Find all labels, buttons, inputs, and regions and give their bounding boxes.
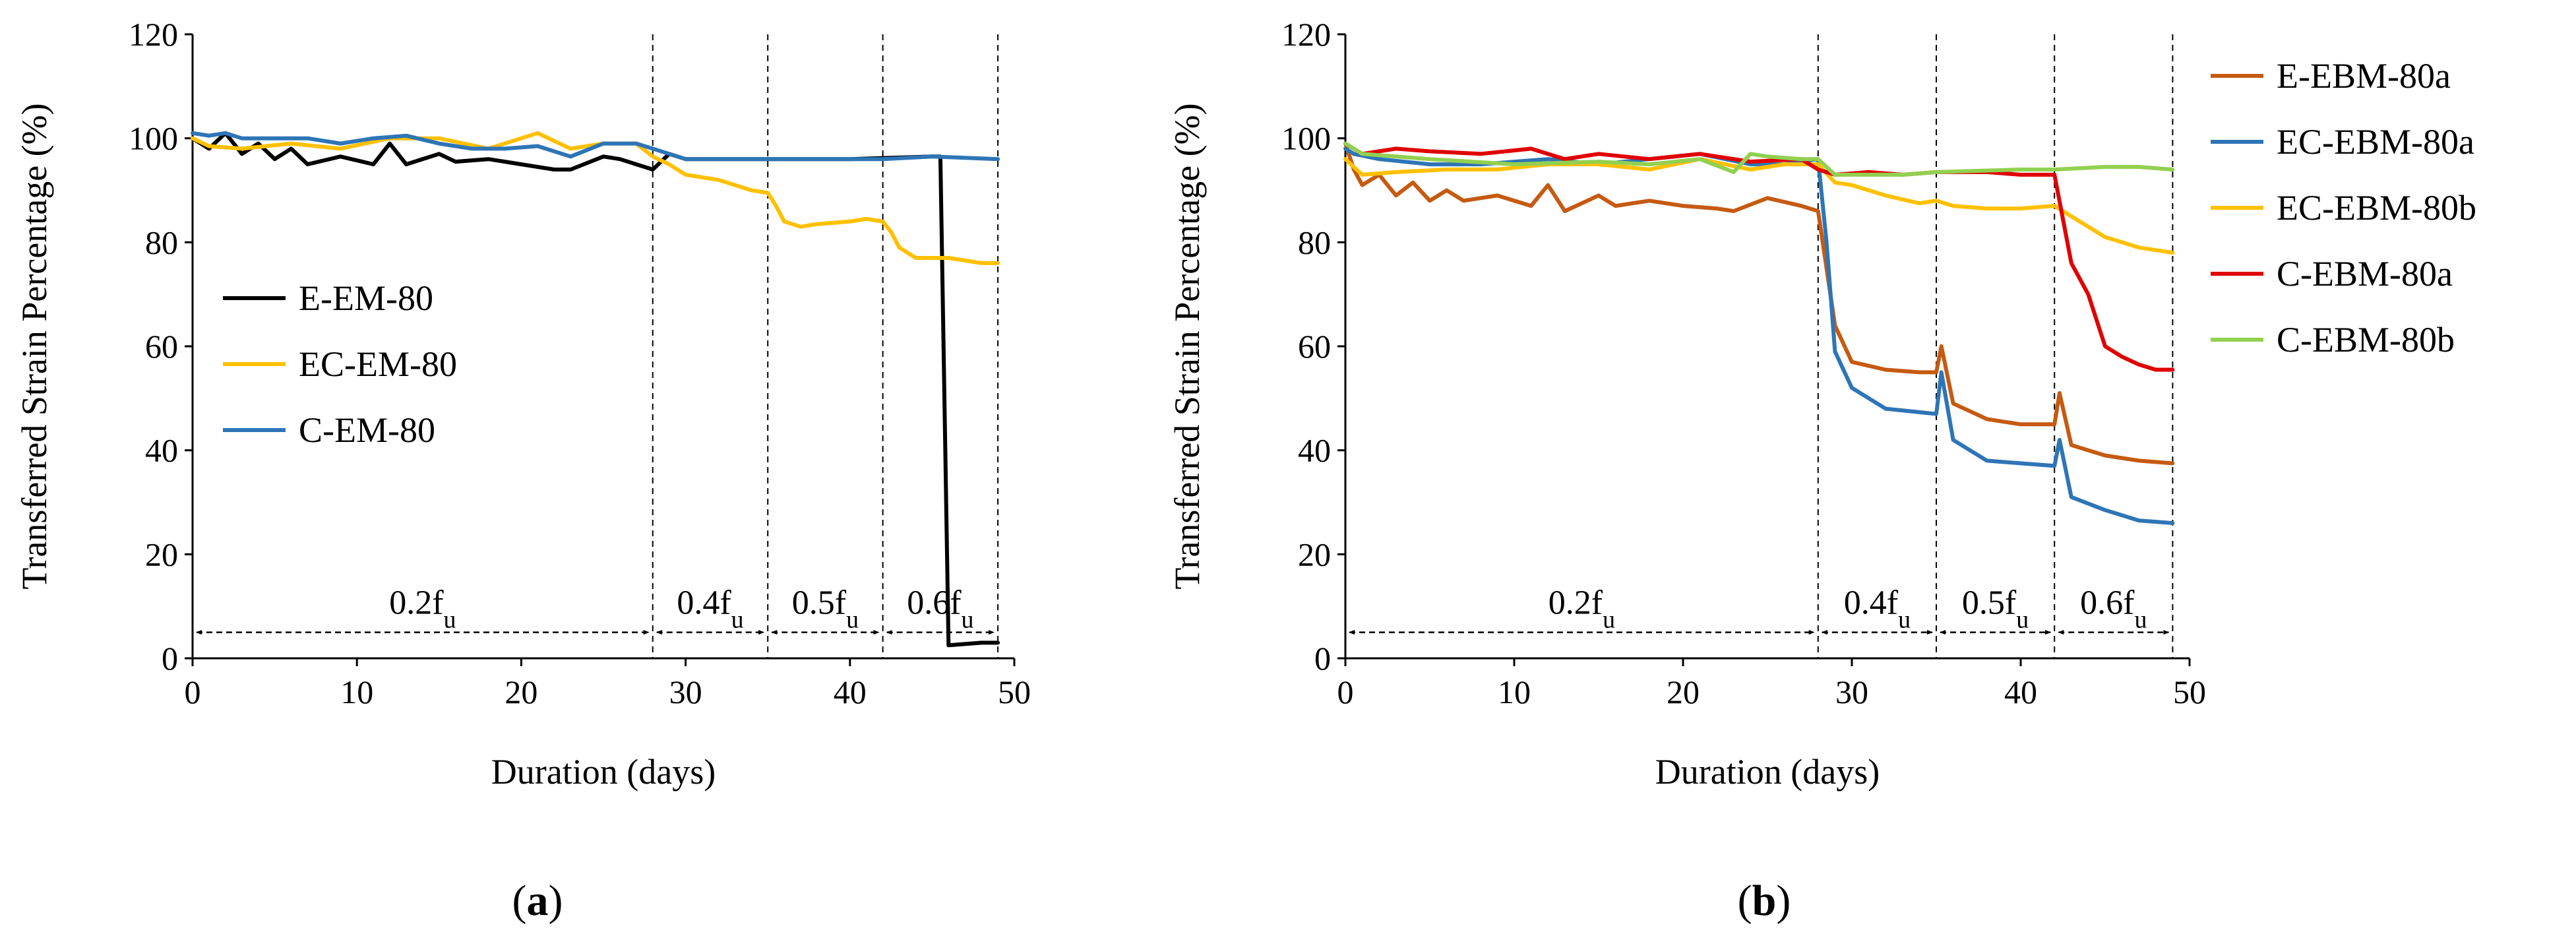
y-tick-label: 20 [1298,536,1331,573]
x-tick-label: 40 [2004,673,2037,710]
x-tick-label: 30 [1835,673,1868,710]
x-tick-label: 40 [834,673,867,710]
y-tick-label: 120 [129,16,178,53]
y-tick-label: 60 [1298,328,1331,365]
x-tick-label: 20 [505,673,537,710]
x-tick-label: 0 [1337,673,1354,710]
series-line [191,131,1000,265]
phase-label: 0.4fu [677,584,743,634]
series-line [1343,141,2175,372]
y-axis-label: Transferred Strain Percentage (%) [1167,103,1207,589]
y-tick-label: 100 [129,120,178,157]
series-line [1343,141,2175,177]
phase-label: 0.6fu [907,584,973,634]
legend-label: C-EBM-80b [2277,320,2455,359]
phase-label: 0.2fu [389,584,456,634]
x-tick-label: 10 [1498,673,1531,710]
x-tick-label: 50 [998,673,1031,710]
legend-label: EC-EBM-80a [2277,122,2474,162]
phase-label: 0.5fu [1962,584,2029,634]
x-tick-label: 0 [185,673,201,710]
x-tick-label: 10 [340,673,373,710]
x-tick-label: 20 [1667,673,1700,710]
legend-label: E-EBM-80a [2277,56,2451,96]
x-axis-label: Duration (days) [491,752,716,792]
legend-label: C-EM-80 [299,410,435,450]
x-axis-label: Duration (days) [1655,752,1880,792]
phase-label: 0.5fu [792,584,859,634]
phase-label: 0.2fu [1549,584,1615,634]
y-tick-label: 0 [1314,640,1331,677]
series-line [1343,157,2175,255]
panel-caption: (a) [512,877,563,925]
y-tick-label: 80 [1298,224,1331,261]
legend-label: E-EM-80 [299,278,433,318]
y-tick-label: 40 [145,432,178,469]
y-tick-label: 100 [1281,120,1331,157]
y-tick-label: 20 [145,536,178,573]
phase-label: 0.4fu [1844,584,1911,634]
legend-label: EC-EM-80 [299,344,457,384]
x-tick-label: 30 [669,673,702,710]
legend-label: C-EBM-80a [2277,254,2453,294]
y-tick-label: 80 [145,224,178,261]
phase-label: 0.6fu [2080,584,2147,634]
y-axis-label: Transferred Strain Percentage (%) [15,103,54,589]
chart-a: 0 20 40 60 80 100 120 0 10 20 30 40 50 Duration (days… [15,16,1031,925]
series-line [1343,141,2175,466]
y-tick-label: 120 [1281,16,1331,53]
y-tick-label: 0 [162,640,178,677]
chart-b: 0 20 40 60 80 100 120 0 10 20 30 40 50 Duration (days… [1167,16,2476,925]
series-line [191,131,1000,162]
series-line [191,131,1000,648]
y-tick-label: 40 [1298,432,1331,469]
legend-label: EC-EBM-80b [2277,188,2476,228]
y-tick-label: 60 [145,328,178,365]
x-tick-label: 50 [2173,673,2206,710]
panel-caption: (b) [1738,877,1791,925]
